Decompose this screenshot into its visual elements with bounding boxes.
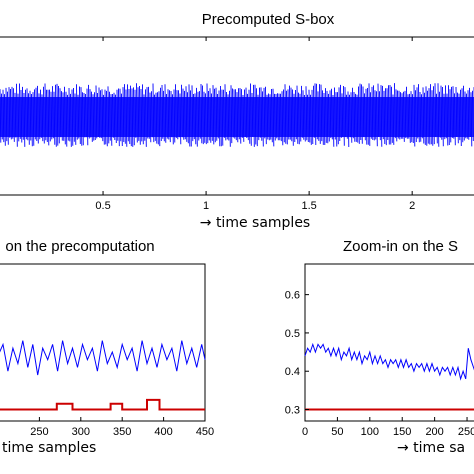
top-xtick-label: 0.5 <box>95 200 110 212</box>
bottom-left-series-0 <box>0 340 206 376</box>
top-xtick-label: 2 <box>409 200 415 212</box>
bottom-left-chart-axes <box>0 263 206 422</box>
bottom-right-xtick-label: 250 <box>458 426 474 438</box>
bottom-right-chart-axes <box>304 263 474 422</box>
bottom-right-chart: Zoom-in on the S 0 50 100 150 200 250 0.3 0.4 0.… <box>285 238 474 456</box>
bottom-left-chart-xlabel: time samples <box>2 440 96 456</box>
top-chart-axes <box>0 36 474 196</box>
top-xtick-label: 1.5 <box>301 200 316 212</box>
bottom-left-chart-xticks: 250 300 350 400 450 <box>30 417 214 438</box>
bottom-right-xtick-label: 0 <box>302 426 308 438</box>
top-xtick-label: 1 <box>203 200 209 212</box>
bottom-left-xtick-label: 300 <box>72 426 90 438</box>
bottom-left-xtick-label: 350 <box>113 426 131 438</box>
top-chart: Precomputed S-box 0.5 1 1.5 2 → time sample… <box>0 11 474 231</box>
top-chart-xticks: 0.5 1 1.5 2 <box>95 37 415 212</box>
bottom-right-xtick-label: 50 <box>331 426 343 438</box>
bottom-left-chart-title: on the precomputation <box>5 238 154 255</box>
top-chart-xlabel: → time samples <box>200 215 310 231</box>
bottom-right-series-0 <box>304 342 474 381</box>
top-series-band <box>0 97 474 137</box>
bottom-right-ytick-label: 0.3 <box>285 405 300 417</box>
bottom-right-chart-xlabel: → time sa <box>397 440 465 456</box>
bottom-right-chart-series <box>304 342 474 411</box>
bottom-right-ytick-label: 0.5 <box>285 328 300 340</box>
bottom-left-chart: on the precomputation 250 300 350 400 450 ti… <box>0 238 214 456</box>
bottom-right-chart-ticks: 0 50 100 150 200 250 0.3 0.4 0.5 0.6 <box>285 290 474 438</box>
bottom-left-xtick-label: 250 <box>30 426 48 438</box>
bottom-right-chart-title: Zoom-in on the S <box>343 238 458 255</box>
bottom-left-chart-series <box>0 340 206 411</box>
bottom-right-xtick-label: 100 <box>361 426 379 438</box>
bottom-left-series-1 <box>0 398 205 411</box>
bottom-left-xtick-label: 400 <box>154 426 172 438</box>
top-chart-title: Precomputed S-box <box>202 11 335 28</box>
bottom-right-xtick-label: 200 <box>425 426 443 438</box>
top-chart-series <box>0 83 474 148</box>
bottom-right-ytick-label: 0.6 <box>285 290 300 302</box>
bottom-left-xtick-label: 450 <box>196 426 214 438</box>
bottom-right-ytick-label: 0.4 <box>285 366 300 378</box>
bottom-right-xtick-label: 150 <box>393 426 411 438</box>
